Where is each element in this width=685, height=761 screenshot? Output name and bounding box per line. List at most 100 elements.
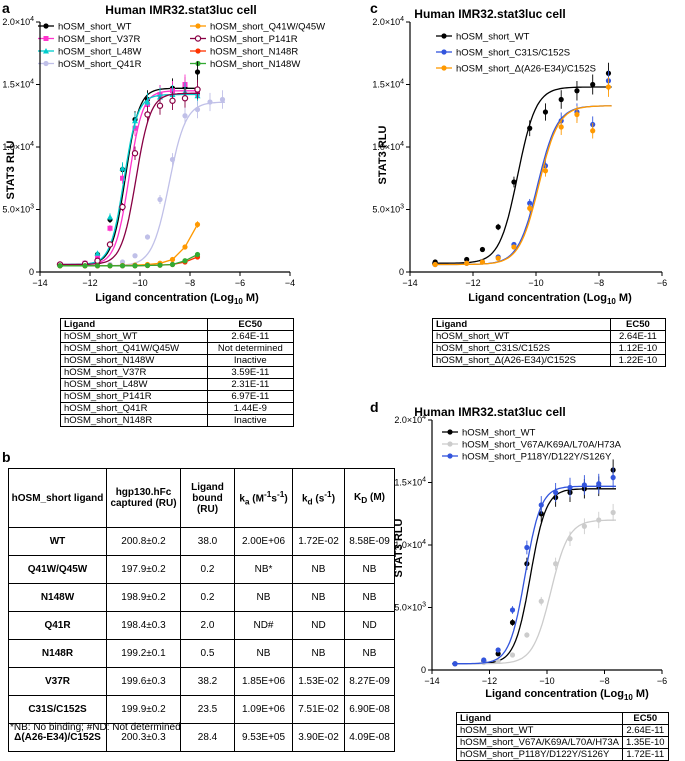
y-tick-label: 0 [399, 267, 404, 277]
ka-cell: NB [234, 583, 293, 612]
series-hosm-short-p141r-legend-marker [194, 35, 202, 42]
table-row: hOSM_short_Q41W/Q45W Not determined [60, 342, 295, 355]
series-hosm-short-p118y-d122y-s126y-curve [452, 485, 616, 665]
series-hosm-short-n148w-point [144, 262, 151, 269]
series-hosm-short-a26-e34-c152s-curve [432, 105, 612, 266]
series-hosm-short-wt-point [558, 96, 564, 103]
x-tick-label: −6 [657, 278, 667, 288]
ligand-cell: C31S/C152S [8, 695, 107, 724]
ligand-cell: hOSM_short_WT [456, 724, 623, 737]
x-tick-label: −10 [528, 278, 543, 288]
ec50-table-a-header-ligand: Ligand [60, 318, 208, 331]
table-row: hOSM_short_V37R 3.59E-11 [60, 366, 295, 379]
bound-cell: 0.5 [180, 639, 235, 668]
series-hosm-short-q41r-point [169, 156, 176, 163]
captured-cell: 197.9±0.2 [106, 555, 181, 584]
chart-d: Human IMR32.stat3luc cell hOSM_short_WTh… [393, 405, 667, 702]
table-row: WT 200.8±0.2 38.0 2.00E+06 1.72E-02 8.58E-09 [8, 527, 395, 556]
ligand-cell: hOSM_short_C31S/C152S [432, 342, 611, 355]
x-tick-label: −8 [599, 676, 609, 686]
series-hosm-short-n148w-point [82, 263, 88, 269]
chart-a-xlabel: Ligand concentration (Log10 M) [95, 292, 259, 306]
ligand-cell: hOSM_short_P141R [60, 390, 208, 403]
captured-cell: 199.6±0.3 [106, 667, 181, 696]
ec50-cell: 2.64E-11 [621, 724, 669, 737]
chart-a-ylabel: STAT3 RLU [5, 141, 17, 200]
series-hosm-short-v37r-point [107, 225, 113, 231]
series-hosm-short-q41w-q45w-legend-label: hOSM_short_Q41W/Q45W [210, 22, 325, 33]
table-row: hOSM_short_WT 2.64E-11 [432, 330, 667, 343]
table-row: hOSM_short_P118Y/D122Y/S126Y 1.72E-11 [456, 748, 669, 761]
y-tick-label: 5.0×103 [372, 204, 404, 215]
series-hosm-short-v67a-k69a-l70a-h73a-point [567, 536, 573, 542]
series-hosm-short-p118y-d122y-s126y-point [610, 474, 616, 481]
series-hosm-short-wt-legend-marker [447, 429, 453, 435]
ka-cell: 9.53E+05 [234, 723, 293, 752]
kin-header-ka: ka (M-1s-1) [234, 468, 293, 528]
series-hosm-short-p118y-d122y-s126y-point [553, 489, 559, 496]
KD-cell: NB [344, 639, 395, 668]
series-hosm-short-v67a-k69a-l70a-h73a-legend-marker [447, 441, 453, 447]
series-hosm-short-v37r-legend-label: hOSM_short_V37R [58, 34, 141, 45]
chart-d-xlabel: Ligand concentration (Log10 M) [485, 688, 649, 702]
table-row: hOSM_short_C31S/C152S 1.12E-10 [432, 342, 667, 355]
kd-cell: 3.90E-02 [292, 723, 345, 752]
y-tick-label: 1.0×104 [2, 141, 34, 152]
ka-cell: 1.85E+06 [234, 667, 293, 696]
kd-cell: ND [292, 611, 345, 640]
y-tick-label: 2.0×104 [2, 16, 34, 27]
kin-header-ligand: hOSM_short ligand [8, 468, 107, 528]
y-tick-label: 1.5×104 [394, 477, 426, 488]
table-row: N148W 198.9±0.2 0.2 NB NB NB [8, 583, 395, 612]
table-row: hOSM_short_Q41R 1.44E-9 [60, 402, 295, 415]
table-row: C31S/C152S 199.9±0.2 23.5 1.09E+06 7.51E-02 6… [8, 695, 395, 724]
series-hosm-short-q41w-q45w-point [169, 256, 176, 263]
bound-cell: 0.2 [180, 555, 235, 584]
series-hosm-short-v37r-curve [57, 90, 200, 266]
series-hosm-short-n148w-point [157, 262, 163, 268]
kin-header-KD: KD (M) [344, 468, 395, 528]
ec50-table-a-header-ec50: EC50 [206, 318, 295, 331]
kd-cell: NB [292, 583, 345, 612]
panel-letter-a: a [2, 0, 10, 16]
series-hosm-short-q41w-q45w-curve [60, 224, 199, 267]
series-hosm-short-v67a-k69a-l70a-h73a-point [610, 509, 616, 516]
series-hosm-short-wt-point [194, 69, 201, 75]
series-hosm-short-wt-legend-marker [43, 23, 49, 29]
series-hosm-short-a26-e34-c152s-point [464, 260, 470, 266]
kd-cell: 1.72E-02 [292, 527, 345, 556]
ligand-cell: hOSM_short_L48W [60, 378, 208, 391]
ligand-cell: V37R [8, 667, 107, 696]
series-hosm-short-wt-point [495, 651, 501, 657]
ligand-cell: hOSM_short_N148R [60, 414, 208, 427]
series-hosm-short-a26-e34-c152s-point [495, 255, 501, 261]
ka-cell: ND# [234, 611, 293, 640]
ec50-cell: 2.64E-11 [609, 330, 667, 343]
bound-cell: 2.0 [180, 611, 235, 640]
series-hosm-short-q41w-q45w-point [182, 244, 188, 250]
series-hosm-short-p118y-d122y-s126y-legend-label: hOSM_short_P118Y/D122Y/S126Y [462, 452, 612, 463]
y-tick-label: 5.0×103 [394, 602, 426, 613]
ligand-cell: hOSM_short_WT [432, 330, 611, 343]
series-hosm-short-c31s-c152s-point [527, 200, 533, 206]
series-hosm-short-a26-e34-c152s-point [574, 111, 580, 118]
series-hosm-short-a26-e34-c152s-point [605, 84, 612, 90]
x-tick-label: −10 [132, 278, 147, 288]
ec50-table-c-header-ligand: Ligand [432, 318, 611, 331]
series-hosm-short-q41r-point [194, 106, 201, 113]
series-hosm-short-p118y-d122y-s126y-point [495, 647, 501, 653]
ec50-cell: 2.64E-11 [206, 330, 295, 343]
series-hosm-short-wt-legend-label: hOSM_short_WT [456, 32, 530, 43]
series-hosm-short-a26-e34-c152s-point [432, 261, 438, 268]
table-row: Q41R 198.4±0.3 2.0 ND# ND ND [8, 611, 395, 640]
table-row: hOSM_short_WT 2.64E-11 [456, 724, 669, 737]
kd-cell: NB [292, 639, 345, 668]
series-hosm-short-v67a-k69a-l70a-h73a-point [509, 652, 516, 658]
ligand-cell: N148R [8, 639, 107, 668]
y-tick-label: 1.0×104 [372, 141, 404, 152]
ligand-cell: hOSM_short_WT [60, 330, 208, 343]
series-hosm-short-p141r-curve [57, 92, 200, 266]
series-hosm-short-q41w-q45w-legend-marker [195, 23, 201, 29]
captured-cell: 198.4±0.3 [106, 611, 181, 640]
series-hosm-short-l48w-point [107, 214, 113, 220]
